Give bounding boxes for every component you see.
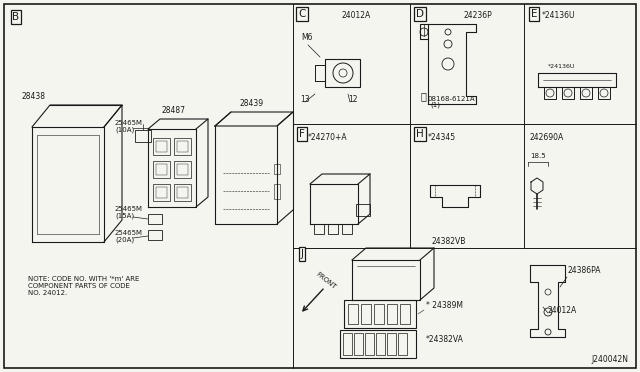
Text: B: B <box>12 12 20 22</box>
Bar <box>387 333 396 355</box>
Bar <box>174 184 191 201</box>
Text: 12: 12 <box>348 95 358 104</box>
Text: 28487: 28487 <box>162 106 186 115</box>
Bar <box>398 333 407 355</box>
Bar <box>598 87 610 99</box>
Bar <box>177 187 188 198</box>
Text: 25465M: 25465M <box>115 206 143 212</box>
Bar <box>343 333 352 355</box>
Bar <box>174 138 191 155</box>
Bar <box>274 164 280 174</box>
Bar <box>348 304 358 324</box>
Text: 28438: 28438 <box>22 92 46 101</box>
Text: 28439: 28439 <box>240 99 264 108</box>
Text: 08168-6121A: 08168-6121A <box>428 96 476 102</box>
Bar <box>153 184 170 201</box>
Bar <box>148 230 162 240</box>
Text: M6: M6 <box>301 33 312 42</box>
Bar <box>153 138 170 155</box>
Bar <box>148 214 162 224</box>
Bar <box>342 224 352 234</box>
Text: E: E <box>531 9 537 19</box>
Bar <box>156 164 167 175</box>
Bar <box>325 59 360 87</box>
Text: (1): (1) <box>430 102 440 108</box>
Text: COMPONENT PARTS OF CODE: COMPONENT PARTS OF CODE <box>28 283 130 289</box>
Bar <box>328 224 338 234</box>
Bar <box>274 184 280 199</box>
Bar <box>361 304 371 324</box>
Text: (20A): (20A) <box>115 237 134 243</box>
Bar <box>153 161 170 178</box>
Bar <box>544 87 556 99</box>
Text: C: C <box>298 9 306 19</box>
Text: (10A): (10A) <box>115 126 134 133</box>
Bar <box>174 161 191 178</box>
Text: J240042N: J240042N <box>591 355 628 364</box>
Text: (15A): (15A) <box>115 212 134 219</box>
Bar <box>135 130 151 142</box>
Bar <box>177 164 188 175</box>
Text: Ⓑ: Ⓑ <box>421 91 427 101</box>
Bar <box>376 333 385 355</box>
Bar <box>387 304 397 324</box>
Text: *24136U: *24136U <box>542 11 575 20</box>
Text: 24386PA: 24386PA <box>568 266 602 275</box>
Text: *24270+A: *24270+A <box>308 133 348 142</box>
Text: J: J <box>301 249 303 259</box>
Text: H: H <box>416 129 424 139</box>
Text: NO. 24012.: NO. 24012. <box>28 290 67 296</box>
Text: 24012A: 24012A <box>342 11 371 20</box>
Text: 24236P: 24236P <box>464 11 493 20</box>
Text: * 24389M: * 24389M <box>426 301 463 310</box>
Bar <box>354 333 363 355</box>
Text: *24345: *24345 <box>428 133 456 142</box>
Text: *24382VA: *24382VA <box>426 335 464 344</box>
Text: 25465M: 25465M <box>115 120 143 126</box>
Bar <box>400 304 410 324</box>
Bar <box>562 87 574 99</box>
Text: 242690A: 242690A <box>530 133 564 142</box>
Bar <box>344 300 416 328</box>
Bar <box>156 141 167 152</box>
Bar <box>580 87 592 99</box>
Text: FRONT: FRONT <box>315 271 337 290</box>
Bar <box>356 204 370 216</box>
Bar <box>374 304 384 324</box>
Text: F: F <box>299 129 305 139</box>
Text: 13: 13 <box>300 95 310 104</box>
Text: 24382VB: 24382VB <box>432 237 467 246</box>
Text: D: D <box>416 9 424 19</box>
Text: 25465M: 25465M <box>115 230 143 236</box>
Bar <box>314 224 324 234</box>
Bar <box>177 141 188 152</box>
Text: 18.5: 18.5 <box>530 153 546 159</box>
Text: *24136U: *24136U <box>548 64 575 69</box>
Bar <box>156 187 167 198</box>
Bar <box>365 333 374 355</box>
Text: 24012A: 24012A <box>548 306 577 315</box>
Text: NOTE: CODE NO. WITH '*m' ARE: NOTE: CODE NO. WITH '*m' ARE <box>28 276 140 282</box>
Bar <box>340 330 416 358</box>
